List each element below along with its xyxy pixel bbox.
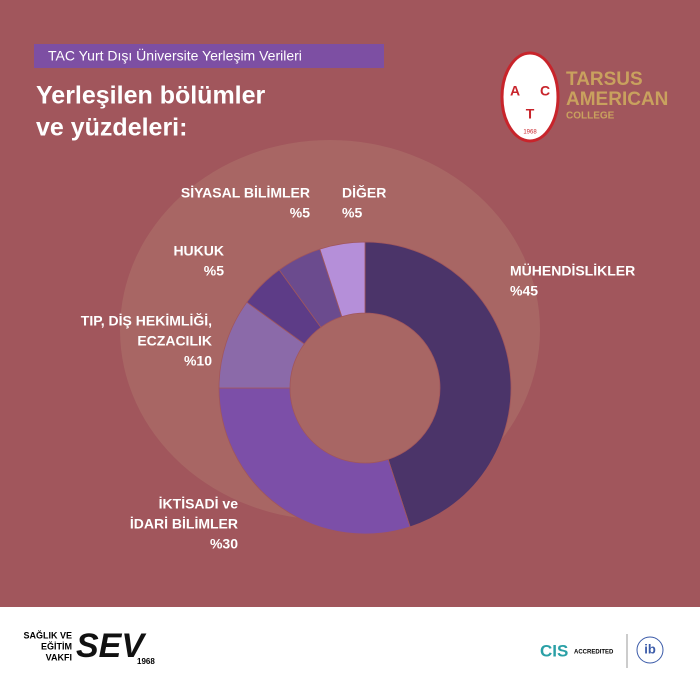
- logo-letter: C: [540, 83, 550, 99]
- sev-logo: SEV: [76, 627, 147, 665]
- ib-logo: [636, 636, 664, 664]
- chart-title: ve yüzdeleri:: [36, 114, 187, 142]
- school-name: AMERICAN: [566, 89, 668, 110]
- subtitle: TAC Yurt Dışı Üniversite Yerleşim Verile…: [48, 47, 302, 64]
- school-name: COLLEGE: [566, 111, 615, 122]
- chart-title: Yerleşilen bölümler: [36, 82, 266, 110]
- logo-letter: A: [510, 83, 520, 99]
- logo-letter: T: [526, 106, 535, 122]
- donut-slice: [364, 241, 512, 528]
- footer: SAĞLIK VE EĞİTİM VAKFI SEV 1968 CIS ACCR…: [23, 627, 664, 668]
- value-label: %5: [204, 263, 224, 279]
- donut: MÜHENDİSLİKLER %45 İKTİSADİ ve İDARİ BİLİML…: [81, 184, 635, 552]
- sev-year: 1968: [137, 657, 155, 666]
- slice-label: İDARİ BİLİMLER: [130, 516, 238, 532]
- logo-badge: [500, 51, 560, 143]
- foundation: EĞİTİM: [41, 640, 72, 651]
- value-label: %45: [510, 283, 538, 299]
- slice-label: MÜHENDİSLİKLER: [510, 263, 635, 279]
- foundation: VAKFI: [46, 652, 72, 662]
- slice-label: ECZACILIK: [137, 333, 212, 349]
- slice-label: HUKUK: [173, 243, 224, 259]
- logo: A C T 1968 TARSUS AMERICAN COLLEGE: [500, 51, 668, 143]
- value-label: %5: [290, 205, 310, 221]
- donut-slice: [319, 241, 366, 318]
- value-label: %30: [210, 536, 238, 552]
- slice-label: TIP, DİŞ HEKİMLİĞİ,: [81, 312, 212, 329]
- donut-slice: [218, 387, 411, 535]
- slice-label: SİYASAL BİLİMLER: [181, 185, 310, 201]
- value-label: %5: [342, 205, 362, 221]
- slice-label: DİĞER: [342, 184, 386, 201]
- slice-label: İKTİSADİ ve: [159, 496, 239, 512]
- foundation: SAĞLIK VE: [23, 629, 72, 640]
- value-label: %10: [184, 353, 212, 369]
- ib-logo-text: ib: [644, 641, 656, 656]
- school-name: TARSUS: [566, 69, 643, 90]
- cis-accredited: ACCREDITED: [574, 650, 614, 656]
- logo-year: 1968: [523, 130, 537, 136]
- subtitle-badge: [34, 44, 384, 68]
- cis-logo: CIS: [540, 641, 568, 660]
